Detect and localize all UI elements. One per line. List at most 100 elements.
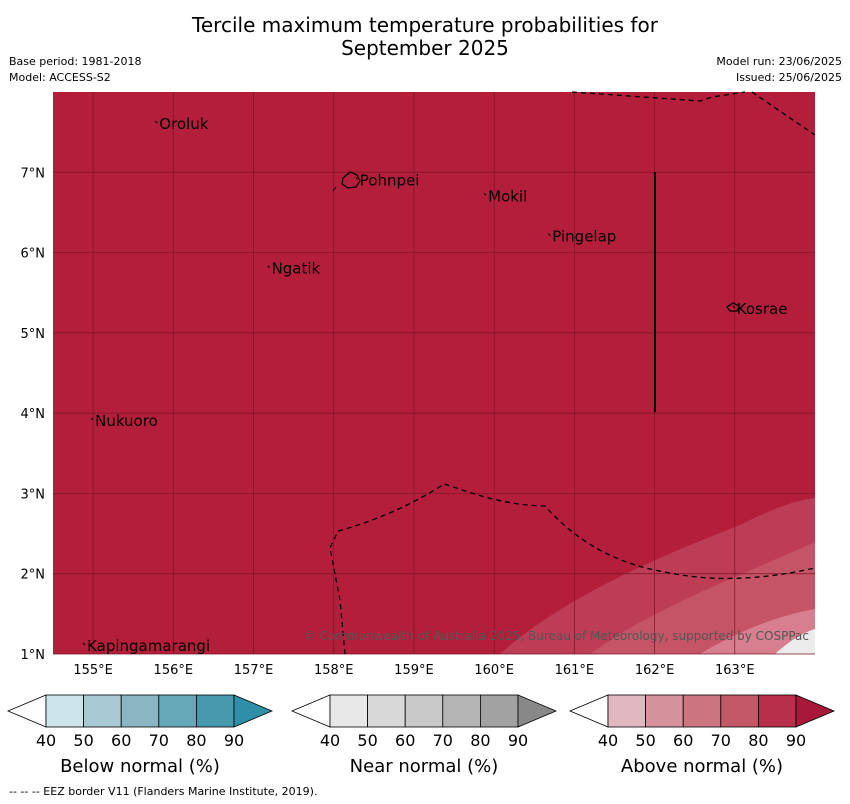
colorbar-tick: 90 xyxy=(786,731,806,750)
lon-tick-label: 158°E xyxy=(314,663,354,678)
colorbar-tick: 40 xyxy=(320,731,340,750)
colorbar-segment xyxy=(45,694,84,728)
colorbar-2: 40 50 60 70 80 90 Near normal (%) xyxy=(290,694,558,777)
place-marker xyxy=(154,120,158,124)
place-marker xyxy=(82,642,86,646)
colorbar-tick: 80 xyxy=(748,731,768,750)
place-label-mokil: Mokil xyxy=(488,187,527,205)
pohnpei-island xyxy=(341,171,361,189)
prob-band-near xyxy=(775,629,815,654)
colorbar-tick: 60 xyxy=(673,731,693,750)
colorbar-segment xyxy=(607,694,646,728)
colorbar-tick: 70 xyxy=(433,731,453,750)
lon-tick-label: 163°E xyxy=(715,663,755,678)
colorbar-label: Above normal (%) xyxy=(621,756,783,777)
place-marker xyxy=(355,176,359,180)
probability-map: Oroluk Pohnpei Mokil Pingelap Ngatik Kosrae Nu… xyxy=(6,91,836,777)
place-marker xyxy=(90,417,94,421)
lat-tick-label: 3°N xyxy=(21,487,46,502)
colorbar-tick: 80 xyxy=(186,731,206,750)
place-label-kosrae: Kosrae xyxy=(737,300,788,318)
place-label-nukuoro: Nukuoro xyxy=(95,412,158,430)
colorbar-segment xyxy=(329,694,368,728)
colorbar-tick: 40 xyxy=(36,731,56,750)
lat-tick-label: 7°N xyxy=(21,166,46,181)
colorbar-right-arrow xyxy=(233,694,274,728)
model-name: Model: ACCESS-S2 xyxy=(9,71,111,84)
issued-date: Issued: 25/06/2025 xyxy=(735,71,842,84)
meta-right: Model run: 23/06/2025 Issued: 25/06/2025 xyxy=(716,54,842,86)
colorbar-label: Near normal (%) xyxy=(350,756,499,777)
lon-tick-label: 162°E xyxy=(635,663,675,678)
kosrae-island xyxy=(726,302,740,312)
colorbar-left-arrow xyxy=(6,694,47,728)
lat-tick-label: 2°N xyxy=(21,568,46,583)
lat-tick-label: 1°N xyxy=(21,648,46,663)
place-label-pohnpei: Pohnpei xyxy=(360,171,420,189)
islet-mark xyxy=(332,186,337,192)
lon-tick-labels: 155°E 156°E 157°E 158°E 159°E 160°E 161°E 162°E… xyxy=(73,663,754,678)
colorbar-right-arrow xyxy=(795,694,836,728)
colorbar-tick: 40 xyxy=(598,731,618,750)
title-line-2: September 2025 xyxy=(341,36,509,60)
colorbar-right-arrow xyxy=(517,694,558,728)
colorbar-segment xyxy=(195,694,235,728)
copyright-text: © Commonwealth of Australia 2025, Bureau… xyxy=(304,629,809,643)
colorbar-tick: 60 xyxy=(111,731,131,750)
place-label-pingelap: Pingelap xyxy=(552,228,616,246)
colorbar-left-arrow xyxy=(290,694,331,728)
place-label-ngatik: Ngatik xyxy=(272,260,321,278)
place-marker xyxy=(547,233,551,236)
lat-tick-labels: 1°N 2°N 3°N 4°N 5°N 6°N 7°N xyxy=(21,166,46,663)
lon-tick-label: 157°E xyxy=(234,663,274,678)
lat-tick-label: 6°N xyxy=(21,247,46,262)
graticule xyxy=(53,92,815,655)
lat-tick-label: 5°N xyxy=(21,327,46,342)
colorbar-segment xyxy=(158,694,197,728)
colorbar-segment xyxy=(479,694,519,728)
colorbar-segment xyxy=(83,694,122,728)
colorbar-segment xyxy=(120,694,160,728)
colorbar-segment xyxy=(720,694,759,728)
colorbar-tick: 70 xyxy=(149,731,169,750)
colorbar-segment xyxy=(404,694,444,728)
place-label-kapingamarangi: Kapingamarangi xyxy=(87,637,210,655)
colorbar-tick: 50 xyxy=(73,731,93,750)
lon-tick-label: 156°E xyxy=(154,663,194,678)
colorbar-segment xyxy=(645,694,684,728)
meta-left: Base period: 1981-2018 Model: ACCESS-S2 xyxy=(9,54,141,86)
colorbar-tick: 90 xyxy=(224,731,244,750)
prob-band-50 xyxy=(700,609,815,654)
colorbar-tick: 80 xyxy=(470,731,490,750)
eez-borders xyxy=(329,91,816,655)
title-line-1: Tercile maximum temperature probabilitie… xyxy=(192,13,658,37)
place-label-oroluk: Oroluk xyxy=(159,115,208,133)
eez-border-north xyxy=(571,91,746,102)
eez-border-south xyxy=(329,483,816,655)
colorbar-tick: 70 xyxy=(711,731,731,750)
lon-tick-label: 160°E xyxy=(474,663,514,678)
place-labels: Oroluk Pohnpei Mokil Pingelap Ngatik Kosrae Nu… xyxy=(82,115,788,655)
colorbar-tick: 50 xyxy=(357,731,377,750)
colorbar-segment xyxy=(682,694,722,728)
colorbar-segment xyxy=(442,694,481,728)
colorbar-segment xyxy=(367,694,406,728)
model-run: Model run: 23/06/2025 xyxy=(716,55,842,68)
colorbar-tick: 50 xyxy=(635,731,655,750)
lat-tick-label: 4°N xyxy=(21,407,46,422)
place-marker xyxy=(732,305,736,309)
colorbar-segment xyxy=(758,694,797,728)
lon-tick-label: 155°E xyxy=(73,663,113,678)
colorbar-left-arrow xyxy=(568,694,609,728)
lon-tick-label: 159°E xyxy=(394,663,434,678)
colorbar-tick: 90 xyxy=(508,731,528,750)
place-marker xyxy=(267,265,270,268)
eez-border-northeast xyxy=(751,91,816,136)
colorbar-tick: 60 xyxy=(395,731,415,750)
eez-footnote: -- -- -- EEZ border V11 (Flanders Marine… xyxy=(9,785,318,798)
colorbar-label: Below normal (%) xyxy=(60,756,220,777)
map-title: Tercile maximum temperature probabilitie… xyxy=(0,14,850,60)
base-period: Base period: 1981-2018 xyxy=(9,55,142,68)
